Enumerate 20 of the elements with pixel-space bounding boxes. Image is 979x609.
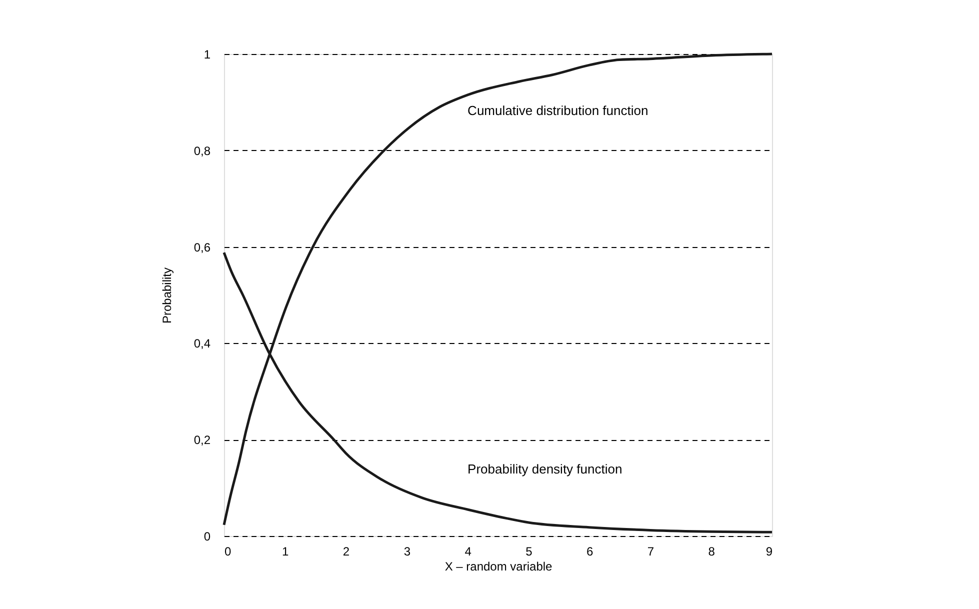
x-tick-label: 8	[708, 544, 716, 558]
x-tick-label: 7	[647, 544, 654, 558]
x-tick-label: 1	[282, 544, 290, 558]
x-tick-label: 5	[526, 544, 533, 558]
x-tick-label: 3	[404, 544, 411, 558]
y-tick-label: 0	[204, 530, 211, 544]
x-tick-label: 9	[766, 544, 773, 558]
x-tick-label: 2	[342, 544, 350, 558]
y-tick-label: 0,6	[194, 240, 211, 254]
text: Probability density function	[468, 461, 622, 476]
x-tick-label: 4	[464, 544, 472, 558]
y-tick-label: 1	[204, 48, 211, 62]
x-tick-label: 0	[224, 544, 232, 558]
x-tick-label: 6	[586, 544, 594, 558]
y-tick-label: 0,8	[194, 144, 211, 158]
y-tick-label: 0,2	[194, 433, 211, 448]
x-axis-title: X – random variable	[444, 560, 553, 574]
y-tick-label: 0,4	[194, 336, 211, 351]
y-axis-title: Probability	[160, 267, 174, 324]
series-label: Cumulative distribution function	[468, 102, 648, 118]
